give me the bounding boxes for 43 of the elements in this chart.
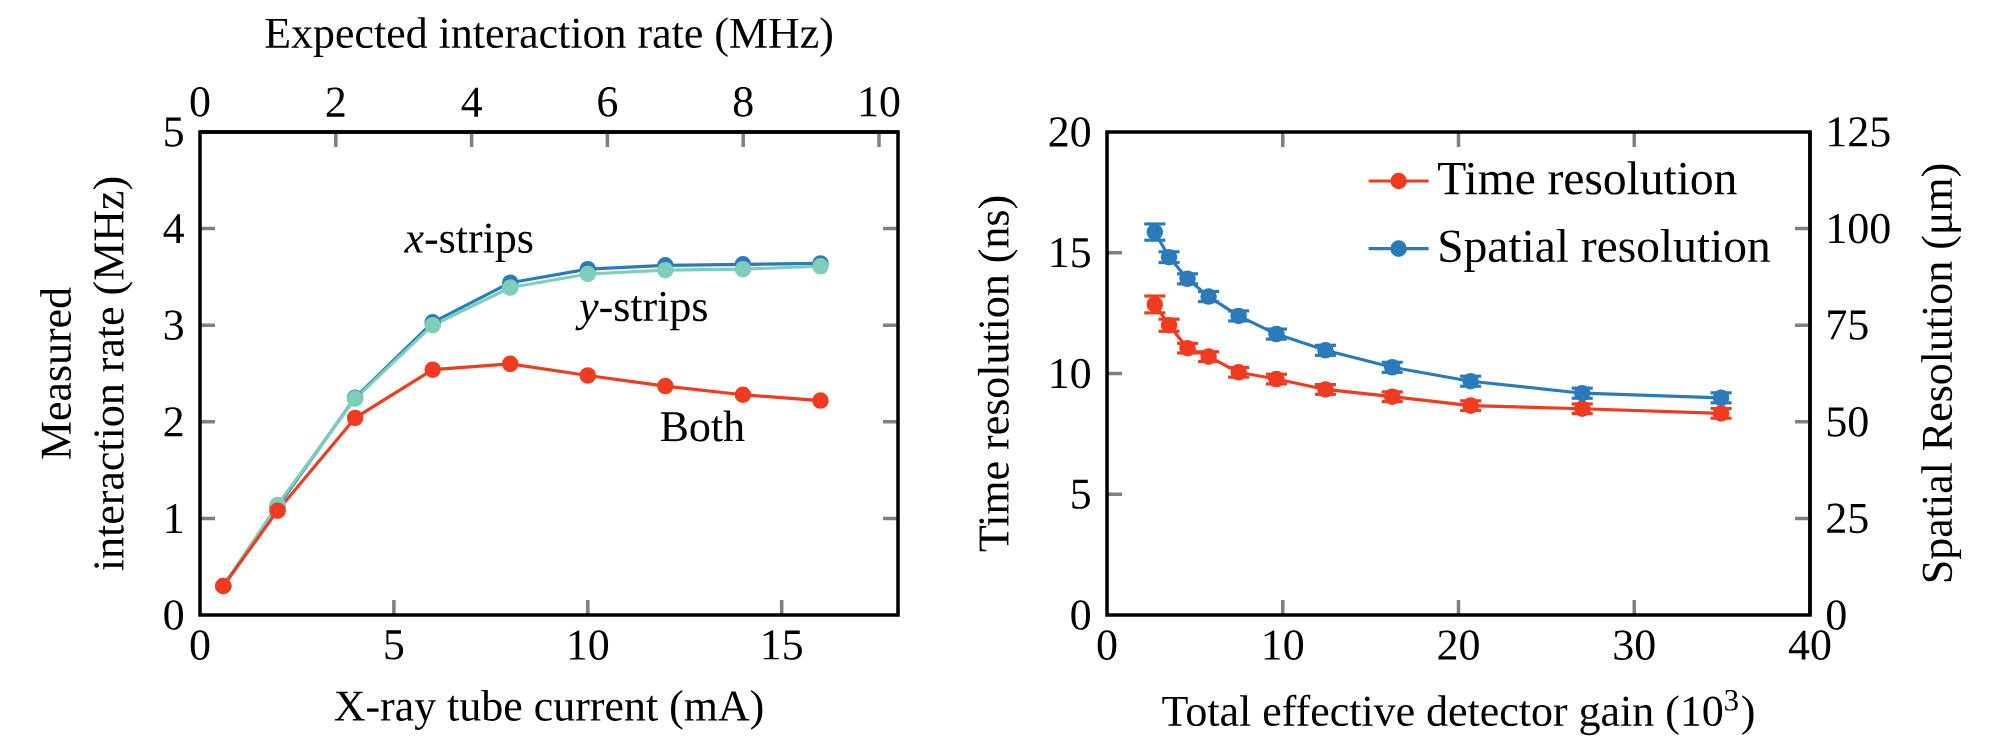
x-axis-title: Total effective detector gain (10$^{3}$) (1162, 690, 1754, 736)
y-tick-label: 5 (165, 117, 183, 147)
y-tick-label: 5 (1072, 479, 1090, 509)
x2-tick-label: 4 (461, 87, 482, 117)
y-tick-label: 0 (164, 600, 183, 630)
x2-tick-label: 8 (733, 87, 753, 117)
x-tick-label: 20 (1438, 630, 1479, 660)
x-tick-label: 10 (569, 630, 609, 660)
y-tick-label: 3 (164, 310, 183, 340)
y2-tick-label: 25 (1827, 503, 1868, 534)
x2-axis-title: Expected interaction rate (MHz) (265, 17, 832, 58)
x-tick-label: 0 (1097, 630, 1117, 660)
y2-tick-label: 125 (1829, 117, 1890, 147)
y-tick-label: 20 (1049, 117, 1090, 147)
series-label: x-strips (404, 223, 533, 262)
y2-tick-label: 0 (1827, 600, 1846, 630)
x2-tick-label: 2 (326, 87, 345, 117)
x-tick-label: 10 (1264, 630, 1304, 660)
x2-tick-label: 6 (598, 87, 618, 117)
x2-tick-label: 10 (860, 87, 900, 117)
y-tick-label: 4 (163, 214, 184, 244)
y-tick-label: 10 (1051, 358, 1090, 389)
y-tick-label: 0 (1071, 600, 1090, 630)
x-tick-label: 40 (1788, 630, 1831, 660)
legend-label: Time resolution (1438, 161, 1737, 195)
y2-tick-label: 50 (1827, 406, 1868, 437)
y-tick-label: 2 (164, 407, 183, 437)
y-axis-title: Time resolution (ns) (977, 196, 1018, 552)
y-tick-label: 15 (1051, 238, 1090, 268)
y2-axis-title: Spatial Resolution (μm) (1921, 164, 1962, 582)
y-axis-title: Measured interaction rate (MHz) (40, 177, 133, 571)
x-axis-title: X-ray tube current (mA) (334, 689, 763, 730)
x-tick-label: 15 (763, 630, 802, 660)
series-label: y-strips (575, 291, 707, 331)
legend-label: Spatial resolution (1440, 228, 1770, 272)
x-tick-label: 30 (1614, 630, 1655, 660)
y2-tick-label: 100 (1829, 213, 1890, 244)
y2-tick-label: 75 (1828, 310, 1868, 340)
y-tick-label: 1 (166, 503, 183, 533)
series-label: Both (660, 410, 745, 442)
x-tick-label: 0 (190, 630, 210, 660)
x2-tick-label: 0 (190, 87, 210, 117)
x-tick-label: 5 (385, 630, 404, 660)
